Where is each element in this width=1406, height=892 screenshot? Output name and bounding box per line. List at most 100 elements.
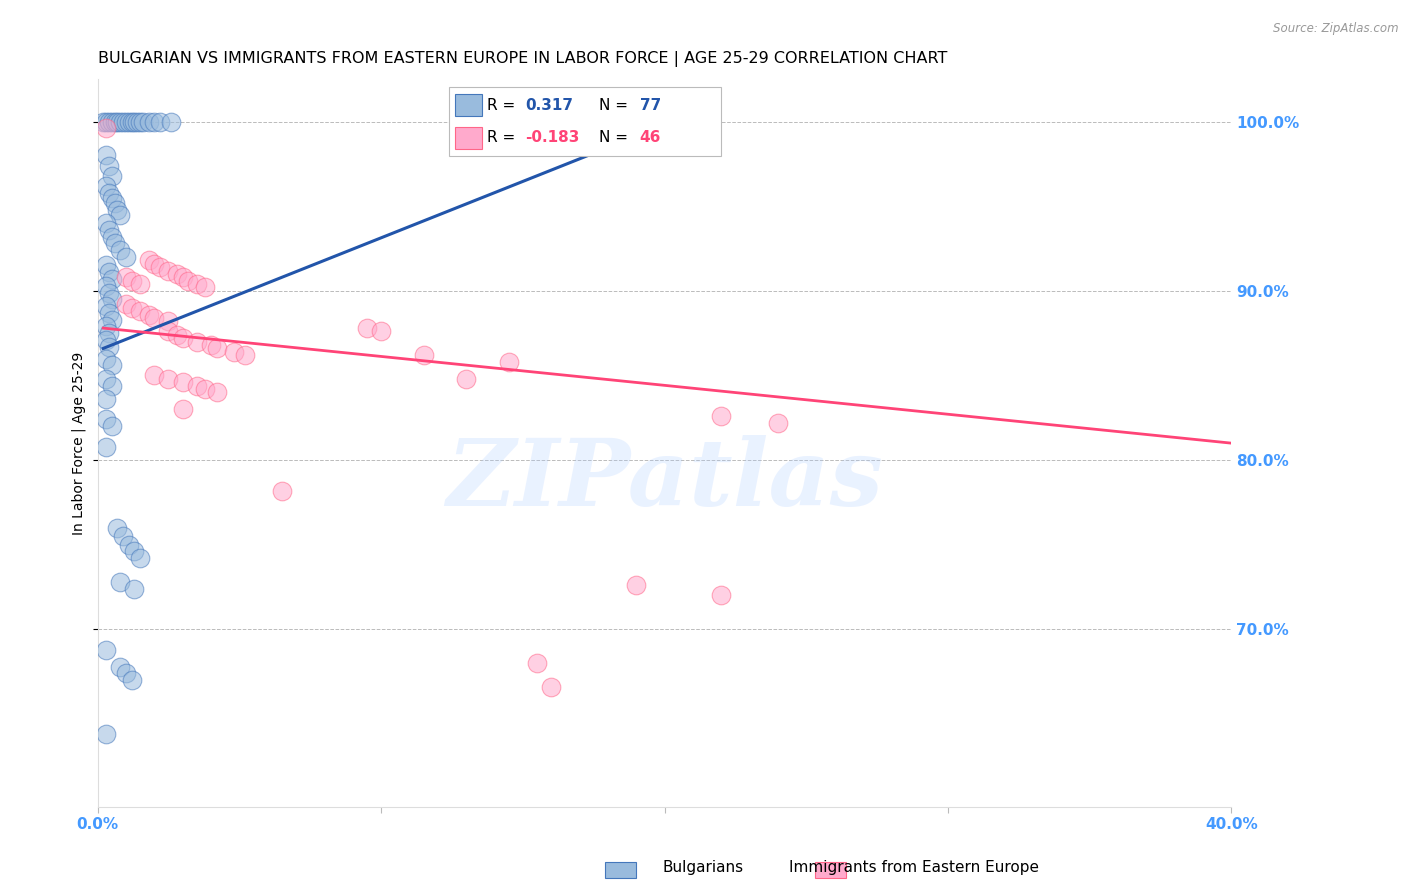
Point — [94, 392, 117, 406]
Point — [124, 114, 146, 128]
Point — [194, 280, 217, 294]
Point — [112, 529, 135, 543]
Point — [454, 372, 477, 386]
Point — [186, 334, 208, 349]
Point — [110, 244, 132, 258]
Point — [100, 229, 122, 244]
Point — [766, 416, 789, 430]
Point — [97, 326, 120, 341]
Point — [194, 382, 217, 396]
Point — [233, 348, 256, 362]
Text: Bulgarians: Bulgarians — [662, 860, 744, 874]
Point — [105, 114, 128, 128]
Point — [186, 378, 208, 392]
Point — [105, 202, 128, 217]
Point — [412, 348, 434, 362]
Point — [121, 274, 143, 288]
Point — [143, 368, 166, 383]
Point — [115, 270, 138, 285]
Point — [121, 301, 143, 315]
Point — [100, 419, 122, 434]
Point — [222, 344, 245, 359]
Point — [97, 285, 120, 300]
Point — [115, 250, 138, 264]
Point — [97, 114, 120, 128]
Point — [710, 409, 733, 423]
Point — [205, 385, 228, 400]
Point — [166, 327, 188, 342]
Point — [100, 378, 122, 392]
Point — [186, 277, 208, 291]
Point — [103, 114, 125, 128]
Point — [94, 319, 117, 334]
Point — [157, 325, 180, 339]
Point — [94, 259, 117, 273]
Point — [103, 195, 125, 210]
Point — [94, 299, 117, 313]
Y-axis label: In Labor Force | Age 25-29: In Labor Force | Age 25-29 — [72, 351, 86, 535]
Point — [94, 216, 117, 230]
Point — [100, 114, 122, 128]
Text: ZIPatlas: ZIPatlas — [446, 434, 883, 524]
Point — [97, 159, 120, 173]
Point — [149, 114, 172, 128]
Point — [129, 304, 152, 318]
Point — [118, 538, 141, 552]
Point — [115, 666, 138, 681]
Point — [127, 114, 149, 128]
Point — [160, 114, 183, 128]
Point — [121, 673, 143, 687]
Point — [100, 359, 122, 373]
Point — [100, 272, 122, 286]
Point — [115, 114, 138, 128]
Point — [94, 372, 117, 386]
Text: Source: ZipAtlas.com: Source: ZipAtlas.com — [1274, 22, 1399, 36]
Point — [624, 578, 647, 592]
Point — [110, 659, 132, 673]
Point — [94, 148, 117, 162]
Text: Immigrants from Eastern Europe: Immigrants from Eastern Europe — [789, 860, 1039, 874]
Point — [138, 114, 160, 128]
Point — [200, 338, 222, 352]
Point — [94, 114, 117, 128]
Point — [149, 260, 172, 275]
Point — [710, 589, 733, 603]
Point — [172, 331, 194, 345]
Point — [172, 376, 194, 390]
Point — [132, 114, 155, 128]
Point — [124, 544, 146, 558]
Point — [138, 308, 160, 322]
Point — [129, 551, 152, 566]
Text: BULGARIAN VS IMMIGRANTS FROM EASTERN EUROPE IN LABOR FORCE | AGE 25-29 CORRELATI: BULGARIAN VS IMMIGRANTS FROM EASTERN EUR… — [97, 51, 946, 67]
Point — [157, 372, 180, 386]
Point — [498, 355, 520, 369]
Point — [112, 114, 135, 128]
Point — [97, 265, 120, 279]
Point — [172, 402, 194, 417]
Point — [97, 340, 120, 354]
Point — [143, 310, 166, 325]
Point — [105, 521, 128, 535]
Point — [94, 278, 117, 293]
Point — [94, 412, 117, 426]
Point — [94, 351, 117, 366]
Point — [100, 169, 122, 183]
Point — [100, 312, 122, 326]
Point — [110, 114, 132, 128]
Point — [129, 277, 152, 291]
Point — [100, 293, 122, 307]
Point — [157, 263, 180, 277]
Point — [97, 223, 120, 237]
Point — [143, 257, 166, 271]
Point — [177, 274, 200, 288]
Point — [270, 483, 292, 498]
Point — [94, 642, 117, 657]
Point — [94, 178, 117, 193]
Point — [157, 314, 180, 328]
Point — [97, 306, 120, 320]
Point — [94, 121, 117, 136]
Point — [118, 114, 141, 128]
Point — [138, 253, 160, 268]
Point — [166, 267, 188, 281]
Point — [172, 270, 194, 285]
